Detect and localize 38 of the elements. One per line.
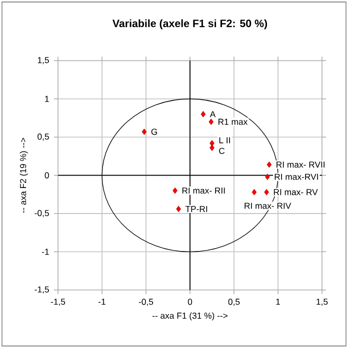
point — [264, 189, 269, 196]
annotation: RI max- RIV — [244, 202, 292, 209]
y-tick-label: -0,5 — [34, 210, 49, 218]
annotation: L II — [219, 137, 230, 144]
x-tick-label: 0 — [188, 298, 192, 305]
annotation: G — [151, 128, 157, 135]
y-axis-title: -- axa F2 (19 %) --> — [20, 138, 28, 213]
x-axis-title: -- axa F1 (31 %) --> — [152, 312, 228, 320]
annotation: A — [210, 111, 216, 118]
point — [142, 128, 147, 135]
y-tick-label: -1 — [42, 248, 49, 255]
x-tick-label: -1 — [98, 298, 106, 305]
annotation: RI max- RV — [274, 189, 318, 196]
annotation: RI max- RVII — [276, 162, 325, 168]
point — [208, 118, 214, 125]
y-tick-label: 0 — [44, 172, 49, 178]
y-tick-label: -1,5 — [34, 286, 49, 294]
point — [200, 111, 206, 118]
x-tick-label: 1,5 — [316, 298, 328, 306]
x-tick-label: 1 — [276, 298, 280, 305]
annotation: R1 max — [218, 118, 248, 125]
y-tick-label: 1,5 — [38, 57, 49, 64]
x-tick-label: 0,5 — [228, 298, 240, 306]
point — [265, 174, 270, 180]
annotation: C — [219, 148, 225, 154]
chart-title: Variabile (axele F1 si F2: 50 %) — [112, 19, 268, 30]
point — [252, 189, 257, 196]
point — [266, 161, 272, 168]
x-tick-label: -1,5 — [50, 298, 66, 306]
point — [210, 144, 214, 151]
point — [172, 187, 178, 194]
annotation: TP-RI — [185, 206, 208, 212]
point — [176, 206, 181, 212]
x-tick-label: -0,5 — [138, 298, 154, 306]
y-tick-label: 1 — [45, 96, 49, 102]
annotation: RI max-RVI — [274, 174, 318, 180]
annotation: RI max- RII — [182, 188, 225, 194]
y-tick-label: 0,5 — [38, 134, 49, 141]
